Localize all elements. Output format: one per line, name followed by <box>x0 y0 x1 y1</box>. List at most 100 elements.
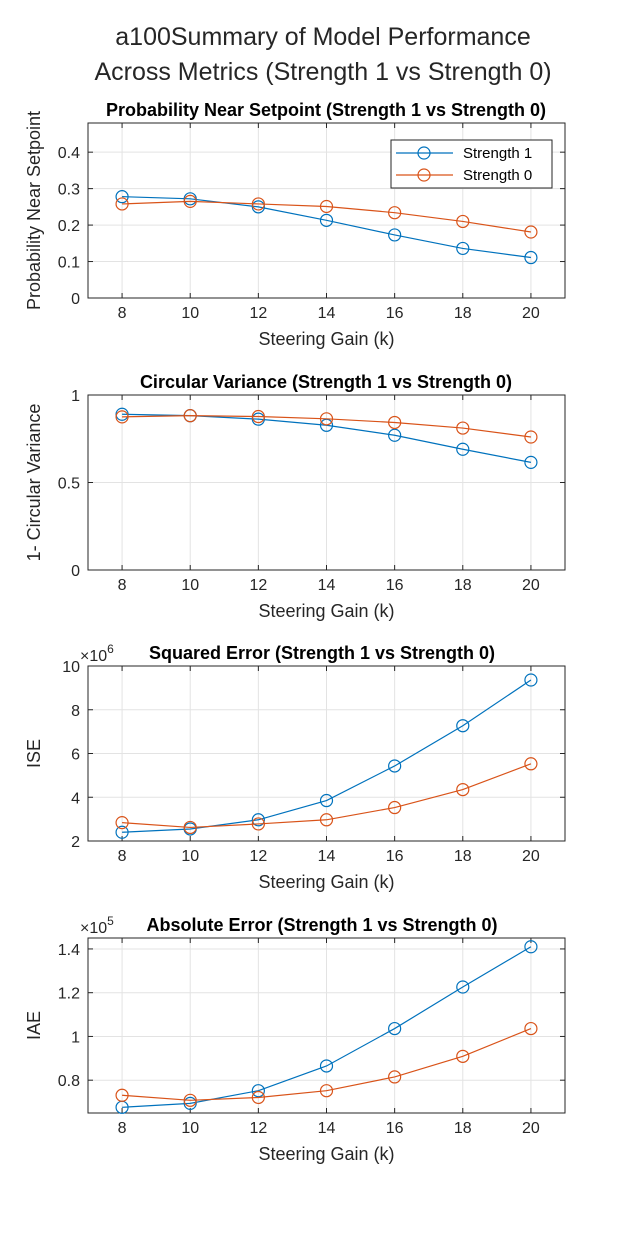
data-point <box>183 409 197 423</box>
data-point <box>251 197 265 211</box>
y-axis-label: IAE <box>24 1011 44 1040</box>
data-point <box>251 813 265 827</box>
data-point <box>456 719 470 733</box>
data-point <box>456 241 470 256</box>
y-tick-label: 1.4 <box>58 942 80 959</box>
x-tick-label: 20 <box>522 1120 540 1137</box>
data-point <box>319 1059 334 1073</box>
x-tick-label: 10 <box>181 577 199 594</box>
y-tick-label: 0.8 <box>58 1073 80 1090</box>
x-tick-label: 8 <box>118 577 127 594</box>
data-point <box>388 206 402 220</box>
data-point <box>183 820 197 835</box>
data-point <box>319 1084 334 1098</box>
series-line-strength-0 <box>122 1028 532 1101</box>
data-point <box>524 225 538 239</box>
x-tick-label: 20 <box>522 848 540 865</box>
data-point <box>251 1090 265 1105</box>
legend-label: Strength 0 <box>463 167 532 184</box>
data-point <box>456 214 470 229</box>
y-tick-label: 1 <box>71 1029 80 1046</box>
y-tick-label: 0.1 <box>58 255 80 272</box>
data-point <box>388 228 402 242</box>
data-point <box>456 782 470 797</box>
data-point <box>388 428 402 442</box>
data-point <box>183 1096 197 1110</box>
y-tick-label: 0 <box>71 563 80 580</box>
y-tick-label: 1.2 <box>58 986 80 1003</box>
data-point <box>115 410 129 424</box>
y-tick-label: 6 <box>71 747 80 764</box>
y-tick-label: 0.2 <box>58 218 80 235</box>
x-axis-label: Steering Gain (k) <box>258 329 394 349</box>
x-tick-label: 16 <box>386 305 404 322</box>
data-point <box>115 190 129 204</box>
x-tick-label: 18 <box>454 848 472 865</box>
data-point <box>456 1049 470 1063</box>
x-axis-label: Steering Gain (k) <box>258 872 394 892</box>
plot-panel-4: 8 10 12 14 16 18 20 0.8 1 1.2 1.4×105 Absolute Erro… <box>24 914 566 1164</box>
series-line-strength-1 <box>122 196 532 259</box>
data-point <box>115 197 129 211</box>
x-tick-label: 16 <box>386 848 404 865</box>
data-point <box>524 673 538 687</box>
x-tick-label: 10 <box>181 848 199 865</box>
x-tick-label: 18 <box>454 577 472 594</box>
x-tick-label: 12 <box>249 305 267 322</box>
x-tick-label: 12 <box>249 848 267 865</box>
data-point <box>183 1093 197 1107</box>
x-tick-label: 14 <box>318 305 336 322</box>
y-axis-exponent: ×106 <box>80 642 114 665</box>
y-axis-exponent: ×105 <box>80 914 114 937</box>
x-tick-label: 8 <box>118 305 127 322</box>
x-tick-label: 12 <box>249 1120 267 1137</box>
y-tick-label: 0.3 <box>58 182 80 199</box>
y-axis-label: ISE <box>24 739 44 768</box>
data-point <box>115 816 129 830</box>
data-point <box>183 194 197 208</box>
exponent-power: 5 <box>107 914 114 928</box>
x-tick-label: 16 <box>386 1120 404 1137</box>
y-tick-label: 0.5 <box>58 476 80 493</box>
data-point <box>115 825 129 839</box>
data-point <box>456 980 470 994</box>
data-point <box>456 421 470 435</box>
x-axis-label: Steering Gain (k) <box>258 601 394 621</box>
exponent-base: ×10 <box>80 648 107 665</box>
y-tick-label: 10 <box>62 659 80 676</box>
legend-label: Strength 1 <box>463 145 532 162</box>
data-point <box>319 793 334 808</box>
data-point <box>456 442 470 456</box>
legend-marker <box>417 168 431 182</box>
x-tick-label: 10 <box>181 1120 199 1137</box>
data-point <box>524 250 538 265</box>
exponent-power: 6 <box>107 642 114 656</box>
data-point <box>524 455 538 469</box>
series-line-strength-0 <box>122 415 532 438</box>
x-tick-label: 8 <box>118 848 127 865</box>
data-point <box>388 415 402 430</box>
x-tick-label: 14 <box>318 577 336 594</box>
y-tick-label: 0.4 <box>58 145 80 162</box>
exponent-base: ×10 <box>80 920 107 937</box>
legend-box <box>390 139 553 189</box>
y-tick-label: 2 <box>71 834 80 851</box>
x-tick-label: 16 <box>386 577 404 594</box>
series-line-strength-0 <box>122 200 532 233</box>
x-axis-label: Steering Gain (k) <box>258 1144 394 1164</box>
panel-title: Absolute Error (Strength 1 vs Strength 0… <box>146 915 497 935</box>
data-point <box>251 200 265 214</box>
data-point <box>319 199 334 214</box>
panel-title: Circular Variance (Strength 1 vs Strengt… <box>140 372 512 392</box>
x-tick-label: 20 <box>522 305 540 322</box>
data-point <box>524 940 538 954</box>
x-tick-label: 18 <box>454 1120 472 1137</box>
data-point <box>251 817 265 831</box>
data-point <box>319 412 334 426</box>
y-tick-label: 1 <box>71 388 80 405</box>
data-point <box>388 800 402 815</box>
data-point <box>524 1021 538 1036</box>
x-tick-label: 8 <box>118 1120 127 1137</box>
